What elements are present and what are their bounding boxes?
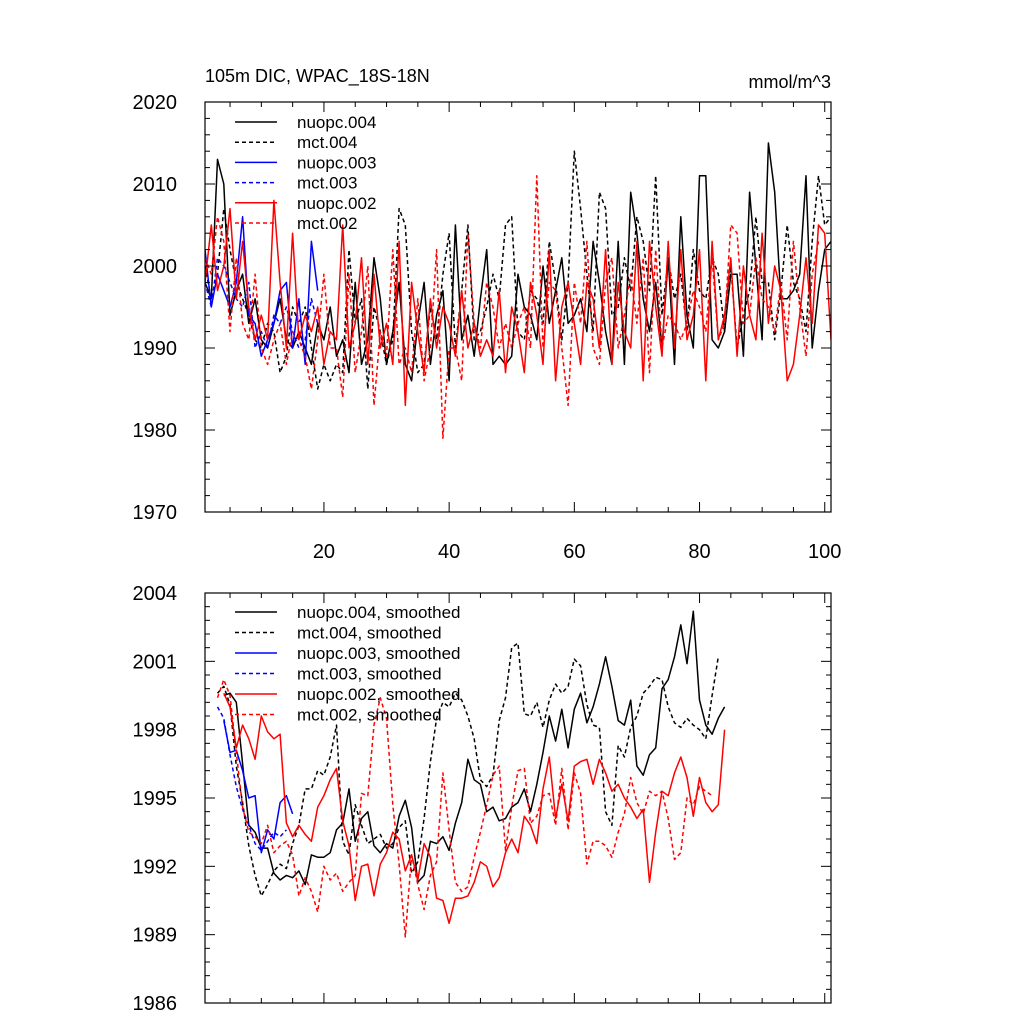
x-tick-label: 100: [808, 541, 841, 563]
series-group: [205, 142, 831, 439]
y-tick-label: 1980: [133, 420, 178, 442]
y-tick-label: 1992: [133, 856, 178, 878]
legend-label: nuopc.003: [297, 153, 376, 172]
chart-title: 105m DIC, WPAC_18S-18N: [205, 66, 430, 87]
y-tick-label: 2000: [133, 256, 178, 278]
y-tick-label: 2001: [133, 651, 178, 673]
legend-label: nuopc.004: [297, 113, 376, 132]
series-line-nuopc-003: [205, 216, 319, 366]
series-line-mct-002-smoothed: [216, 678, 713, 938]
series-group: [216, 610, 726, 938]
series-line-nuopc-002-smoothed: [223, 692, 726, 925]
legend-label: mct.002, smoothed: [297, 706, 442, 725]
x-tick-label: 60: [563, 541, 585, 563]
y-tick-label: 1998: [133, 720, 178, 742]
y-tick-label: 1970: [133, 502, 178, 524]
series-line-mct-003-smoothed: [216, 706, 287, 852]
legend-label: nuopc.003, smoothed: [297, 644, 461, 663]
x-tick-label: 20: [313, 541, 335, 563]
legend-label: mct.003, smoothed: [297, 665, 442, 684]
legend-label: mct.002: [297, 214, 357, 233]
series-line-nuopc-004-smoothed: [223, 610, 726, 886]
legend-label: nuopc.002: [297, 194, 376, 213]
y-tick-label: 2004: [133, 583, 178, 605]
y-tick-label: 1989: [133, 925, 178, 947]
legend-label: nuopc.002, smoothed: [297, 685, 461, 704]
legend-label: nuopc.004, smoothed: [297, 603, 461, 622]
chart-panel-2: 1986 1989 1992 1995 1998 2001 2004 nuopc.004, s…: [133, 583, 832, 1015]
series-line-nuopc-002: [205, 199, 831, 407]
legend-label: mct.003: [297, 174, 357, 193]
y-tick-label: 1990: [133, 338, 178, 360]
units-label: mmol/m^3: [749, 72, 831, 92]
legend-label: mct.004, smoothed: [297, 624, 442, 643]
x-tick-label: 40: [438, 541, 460, 563]
y-tick-label: 2020: [133, 92, 178, 114]
x-tick-label: 80: [688, 541, 710, 563]
legend-label: mct.004: [297, 133, 357, 152]
y-tick-label: 1986: [133, 993, 178, 1015]
series-line-mct-002: [205, 175, 820, 439]
y-tick-label: 2010: [133, 174, 178, 196]
y-tick-label: 1995: [133, 788, 178, 810]
series-line-mct-004-smoothed: [216, 642, 720, 897]
plot-frame: [204, 101, 832, 513]
series-line-nuopc-003-smoothed: [223, 720, 294, 854]
